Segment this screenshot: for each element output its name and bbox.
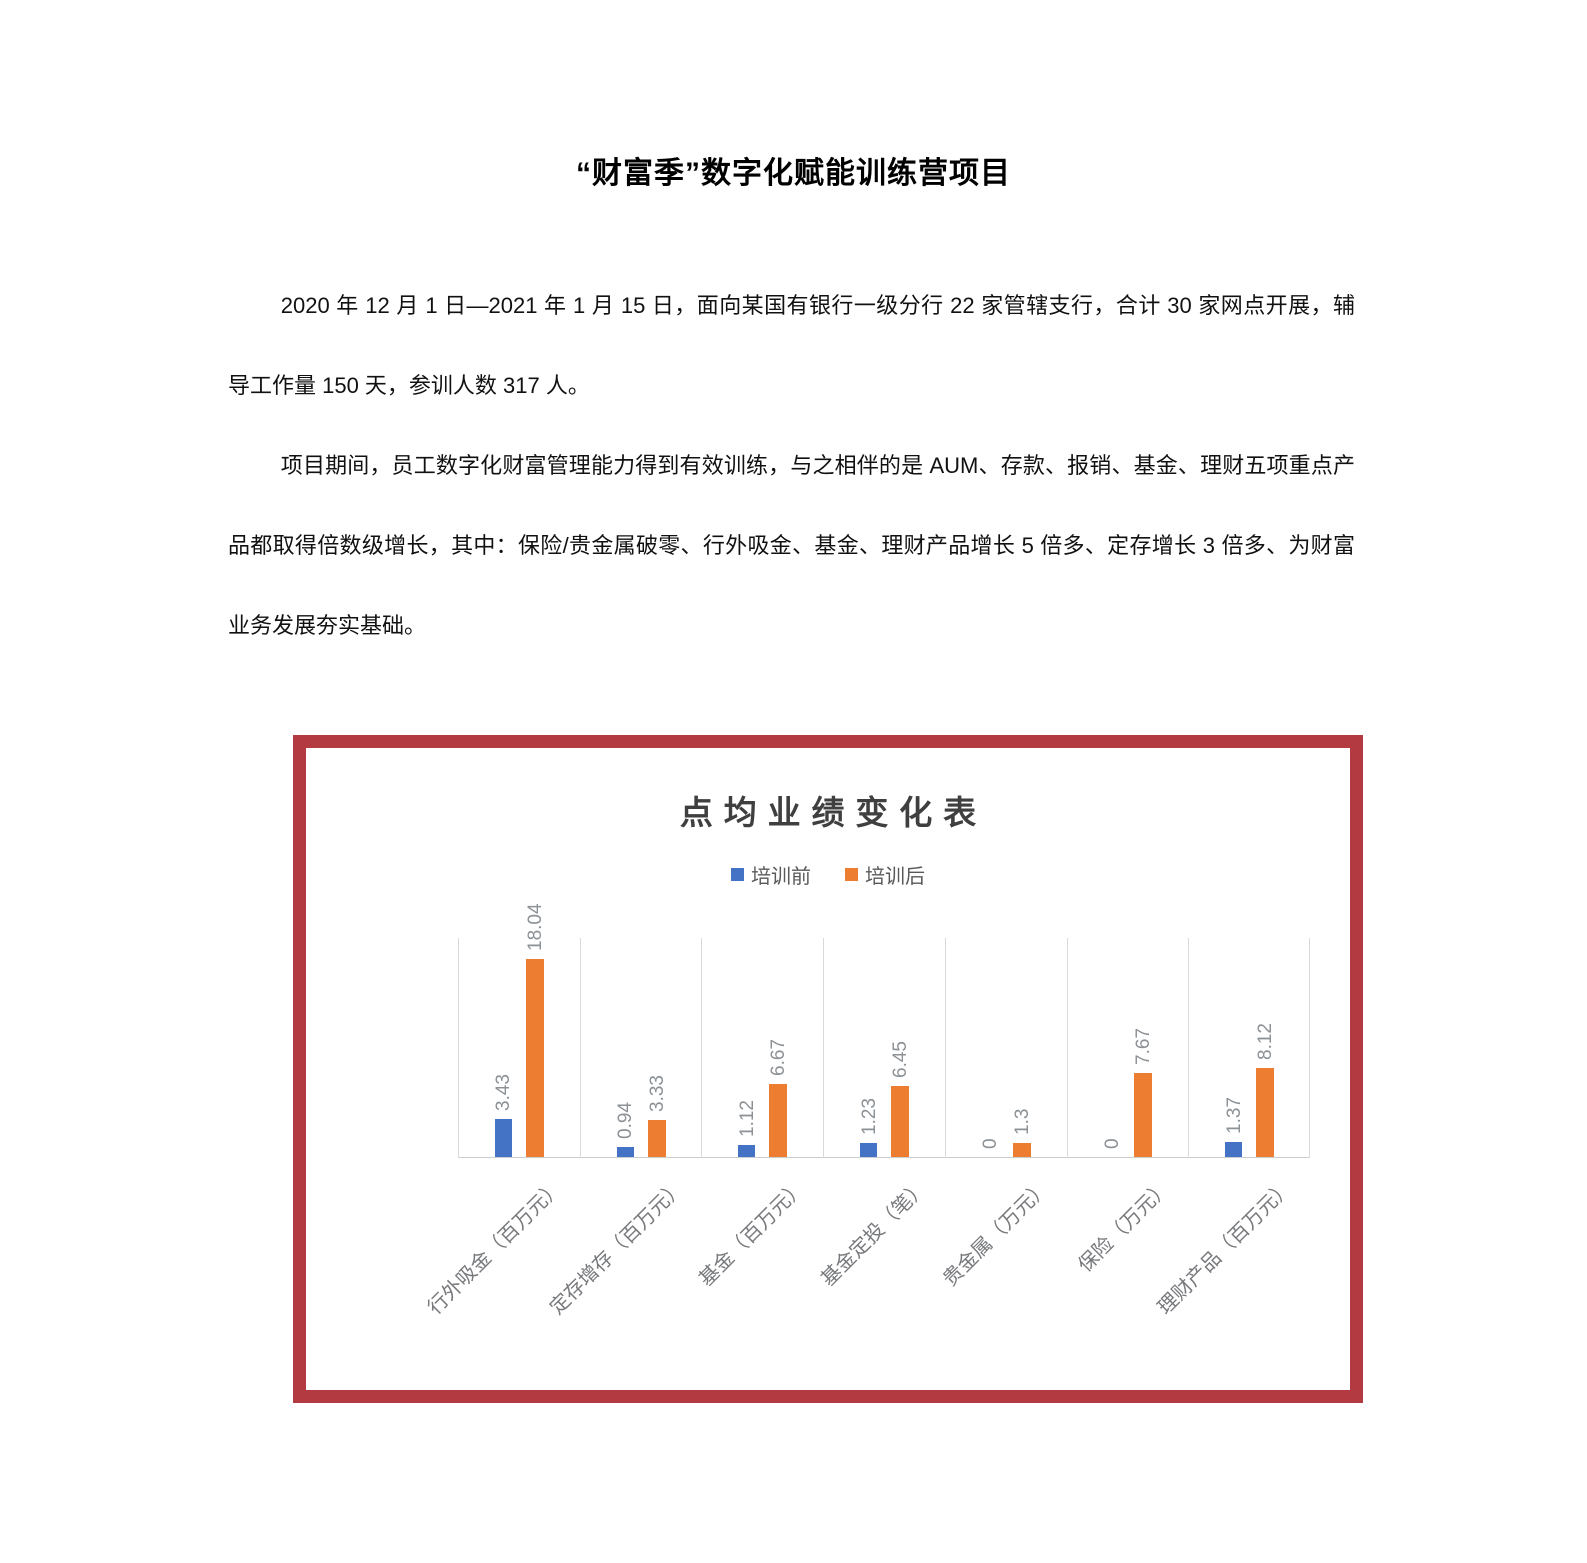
legend-swatch-blue (731, 868, 744, 881)
legend-swatch-orange (845, 868, 858, 881)
bar-after-training (1256, 1067, 1275, 1157)
bar-after-training (525, 958, 544, 1157)
bar-value-label: 1.37 (1223, 1096, 1245, 1134)
chart-title: 点均业绩变化表 (679, 794, 988, 831)
paragraph-project-results: 项目期间，员工数字化财富管理能力得到有效训练，与之相伴的是 AUM、存款、报销、… (228, 453, 1355, 638)
legend-item-before-training: 培训前 (731, 860, 811, 889)
chart-legend: 培训前 培训后 (306, 860, 1350, 889)
category-label: 基金（百万元） (695, 1176, 811, 1291)
gridline (945, 938, 946, 1158)
gridline (1067, 938, 1068, 1158)
chart-area: 点均业绩变化表 培训前 培训后 3.43 18.04 行外吸金（百万元） 0.94 3.… (306, 748, 1350, 1390)
bar-before-training (738, 1144, 756, 1157)
bar-value-label: 3.43 (493, 1074, 515, 1112)
bar-after-training (891, 1086, 909, 1157)
gridline (580, 938, 581, 1158)
legend-item-after-training: 培训后 (845, 860, 925, 889)
bar-after-training (1012, 1142, 1031, 1157)
bar-value-label: 18.04 (524, 903, 546, 951)
gridline (701, 938, 702, 1158)
bar-value-label: 6.45 (890, 1041, 911, 1079)
bar-after-training (1134, 1072, 1153, 1157)
bar-value-label: 3.33 (646, 1075, 668, 1113)
gridline (1309, 938, 1310, 1158)
bar-value-label: 0.94 (615, 1101, 637, 1139)
gridline (458, 938, 459, 1158)
bar-value-label: 0 (1101, 1138, 1123, 1149)
bar-value-label: 1.3 (1011, 1108, 1033, 1135)
chart-plot: 3.43 18.04 行外吸金（百万元） 0.94 3.33 定存增存（百万元） 1.12 6… (424, 903, 1310, 1319)
document-body: 2020 年 12 月 1 日—2021 年 1 月 15 日，面向某国有银行一… (228, 266, 1355, 666)
chart-frame: 点均业绩变化表 培训前 培训后 3.43 18.04 行外吸金（百万元） 0.94 3.… (293, 735, 1363, 1403)
bar-before-training (860, 1143, 877, 1157)
gridline (823, 938, 824, 1158)
gridline (1188, 938, 1189, 1158)
bar-before-training (1225, 1141, 1243, 1157)
bar-value-label: 1.12 (736, 1099, 758, 1137)
bar-value-label: 1.23 (858, 1098, 880, 1136)
bar-before-training (616, 1146, 634, 1157)
bar-value-label: 6.67 (768, 1038, 790, 1076)
category-label: 贵金属（万元） (938, 1176, 1054, 1291)
bar-after-training (769, 1083, 788, 1157)
category-label: 基金定投（笔） (817, 1176, 932, 1291)
bar-value-label: 8.12 (1255, 1022, 1277, 1060)
legend-label: 培训后 (865, 866, 925, 888)
category-label: 保险（万元） (1074, 1176, 1176, 1277)
bar-value-label: 7.67 (1133, 1027, 1155, 1065)
bar-before-training (494, 1119, 512, 1157)
bar-value-label: 0 (980, 1138, 1002, 1149)
paragraph-project-overview: 2020 年 12 月 1 日—2021 年 1 月 15 日，面向某国有银行一… (228, 293, 1355, 398)
document-title: “财富季”数字化赋能训练营项目 (576, 157, 1011, 190)
bar-after-training (647, 1120, 666, 1157)
legend-label: 培训前 (751, 866, 811, 888)
